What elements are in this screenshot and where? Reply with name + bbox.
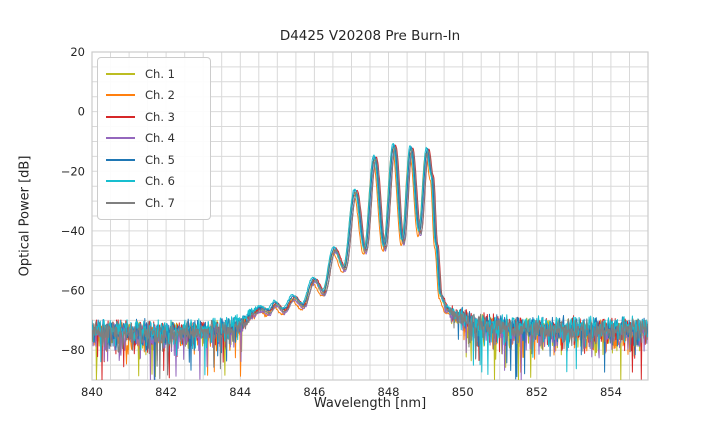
legend-line-swatch <box>106 94 135 97</box>
legend-line-swatch <box>106 115 135 118</box>
plot-border <box>91 51 649 381</box>
legend-label: Ch. 5 <box>145 152 175 167</box>
legend-label: Ch. 6 <box>145 174 175 189</box>
x-tick-label: 848 <box>378 385 400 399</box>
legend-label: Ch. 1 <box>145 66 175 81</box>
x-tick-label: 846 <box>303 385 325 399</box>
series-group <box>92 143 648 380</box>
x-tick-label: 852 <box>526 385 548 399</box>
legend-entry-ch2: Ch. 2 <box>106 85 202 107</box>
legend: Ch. 1 Ch. 2 Ch. 3 Ch. 4 Ch. 5 Ch. 6 Ch. 7 <box>97 57 211 220</box>
x-tick-label: 850 <box>452 385 474 399</box>
series-line-ch6 <box>92 143 648 376</box>
series-line-ch7 <box>92 146 648 380</box>
legend-label: Ch. 4 <box>145 131 175 146</box>
legend-line-swatch <box>106 158 135 161</box>
y-tick-label: −60 <box>61 284 85 298</box>
legend-line-swatch <box>106 180 135 183</box>
legend-entry-ch1: Ch. 1 <box>106 63 202 85</box>
legend-label: Ch. 3 <box>145 109 175 124</box>
y-tick-label: 20 <box>70 45 85 59</box>
x-axis-label: Wavelength [nm] <box>313 396 427 411</box>
y-tick-label: −20 <box>61 164 85 178</box>
chart-title: D4425 V20208 Pre Burn-In <box>279 28 461 44</box>
legend-label: Ch. 2 <box>145 88 175 103</box>
y-tick-label: −40 <box>61 224 85 238</box>
x-tick-label: 854 <box>600 385 622 399</box>
legend-entry-ch5: Ch. 5 <box>106 149 202 171</box>
x-tick-label: 842 <box>155 385 177 399</box>
legend-entry-ch6: Ch. 6 <box>106 171 202 193</box>
x-tick-label: 840 <box>81 385 103 399</box>
legend-line-swatch <box>106 72 135 75</box>
x-tick-label: 844 <box>229 385 251 399</box>
legend-entry-ch3: Ch. 3 <box>106 106 202 128</box>
legend-label: Ch. 7 <box>145 195 175 210</box>
legend-entry-ch7: Ch. 7 <box>106 192 202 214</box>
legend-line-swatch <box>106 137 135 140</box>
legend-entry-ch4: Ch. 4 <box>106 128 202 150</box>
legend-line-swatch <box>106 201 135 204</box>
y-tick-label: 0 <box>78 105 85 119</box>
y-tick-label: −80 <box>61 343 85 357</box>
